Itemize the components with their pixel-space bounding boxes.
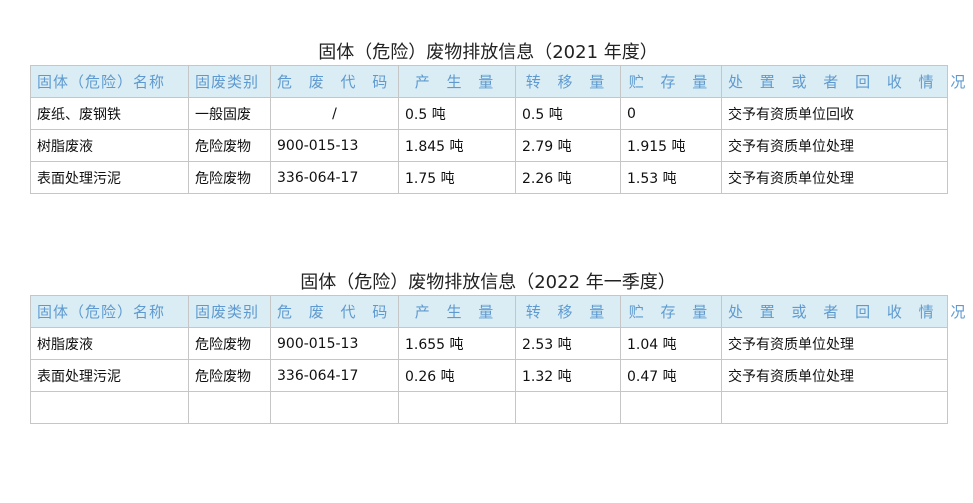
column-header: 固废类别 xyxy=(188,65,271,98)
table-cell: 1.75 吨 xyxy=(398,161,516,194)
table2: 固体（危险）名称 固废类别危 废 代 码产 生 量转 移 量贮 存 量处 置 或 … xyxy=(30,295,965,424)
table-cell: 交予有资质单位处理 xyxy=(721,161,948,194)
table-cell: 危险废物 xyxy=(188,327,271,360)
table-cell: 336-064-17 xyxy=(270,359,399,392)
table1-title: 固体（危险）废物排放信息（2021 年度） xyxy=(318,42,658,63)
column-header: 固体（危险）名称 xyxy=(30,65,189,98)
table1: 固体（危险）名称 固废类别危 废 代 码产 生 量转 移 量贮 存 量处 置 或 … xyxy=(30,65,965,194)
column-header: 贮 存 量 xyxy=(620,65,722,98)
table-cell xyxy=(721,391,948,424)
table-row: 表面处理污泥 危险废物 336-064-17 1.75 吨 2.26 吨 1.53 吨交予… xyxy=(30,161,948,194)
table-cell: 336-064-17 xyxy=(270,161,399,194)
table-cell xyxy=(188,391,271,424)
table-cell: 900-015-13 xyxy=(270,327,399,360)
table-row: 树脂废液 危险废物 900-015-13 1.845 吨 2.79 吨 1.915 吨交予… xyxy=(30,129,948,162)
header-row: 固体（危险）名称 固废类别危 废 代 码产 生 量转 移 量贮 存 量处 置 或 … xyxy=(30,65,965,98)
table-cell: 一般固废 xyxy=(188,97,271,130)
table-cell: 2.53 吨 xyxy=(515,327,621,360)
table-row: 废纸、废钢铁 一般固废/0.5 吨 0.5 吨 0 交予有资质单位回收 xyxy=(30,97,948,130)
column-header: 贮 存 量 xyxy=(620,295,722,328)
table-cell: 树脂废液 xyxy=(30,327,189,360)
table-cell: 交予有资质单位回收 xyxy=(721,97,948,130)
table-cell: 1.655 吨 xyxy=(398,327,516,360)
table-cell: 危险废物 xyxy=(188,161,271,194)
table2-title: 固体（危险）废物排放信息（2022 年一季度） xyxy=(300,272,676,293)
table-cell: 废纸、废钢铁 xyxy=(30,97,189,130)
table-cell xyxy=(30,391,189,424)
table-cell: 0.26 吨 xyxy=(398,359,516,392)
table-cell: 0.5 吨 xyxy=(398,97,516,130)
table-cell: 树脂废液 xyxy=(30,129,189,162)
table-cell: 表面处理污泥 xyxy=(30,161,189,194)
column-header: 危 废 代 码 xyxy=(270,65,399,98)
column-header: 处 置 或 者 回 收 情 况 xyxy=(721,65,965,98)
table-row: 树脂废液 危险废物 900-015-13 1.655 吨 2.53 吨 1.04 吨交予有… xyxy=(30,327,948,360)
table-cell: 1.845 吨 xyxy=(398,129,516,162)
column-header: 固废类别 xyxy=(188,295,271,328)
table-cell xyxy=(620,391,722,424)
table-cell: 交予有资质单位处理 xyxy=(721,359,948,392)
table-cell: 1.32 吨 xyxy=(515,359,621,392)
table-cell: / xyxy=(270,97,399,130)
table-row: 表面处理污泥 危险废物 336-064-17 0.26 吨 1.32 吨 0.47 吨交予… xyxy=(30,359,948,392)
header-row: 固体（危险）名称 固废类别危 废 代 码产 生 量转 移 量贮 存 量处 置 或 … xyxy=(30,295,965,328)
table-cell: 900-015-13 xyxy=(270,129,399,162)
table-cell: 1.04 吨 xyxy=(620,327,722,360)
table-cell: 危险废物 xyxy=(188,129,271,162)
column-header: 转 移 量 xyxy=(515,65,621,98)
table-cell: 交予有资质单位处理 xyxy=(721,129,948,162)
column-header: 危 废 代 码 xyxy=(270,295,399,328)
table-cell: 1.53 吨 xyxy=(620,161,722,194)
table-cell xyxy=(515,391,621,424)
table-row xyxy=(30,391,948,424)
table-cell xyxy=(270,391,399,424)
column-header: 固体（危险）名称 xyxy=(30,295,189,328)
table-cell: 2.79 吨 xyxy=(515,129,621,162)
table-cell: 交予有资质单位处理 xyxy=(721,327,948,360)
table-cell: 0 xyxy=(620,97,722,130)
table-cell: 表面处理污泥 xyxy=(30,359,189,392)
column-header: 转 移 量 xyxy=(515,295,621,328)
column-header: 产 生 量 xyxy=(398,65,516,98)
table-cell: 危险废物 xyxy=(188,359,271,392)
table-cell: 1.915 吨 xyxy=(620,129,722,162)
table-cell: 2.26 吨 xyxy=(515,161,621,194)
column-header: 产 生 量 xyxy=(398,295,516,328)
column-header: 处 置 或 者 回 收 情 况 xyxy=(721,295,965,328)
table-cell: 0.47 吨 xyxy=(620,359,722,392)
table-cell xyxy=(398,391,516,424)
table-cell: 0.5 吨 xyxy=(515,97,621,130)
